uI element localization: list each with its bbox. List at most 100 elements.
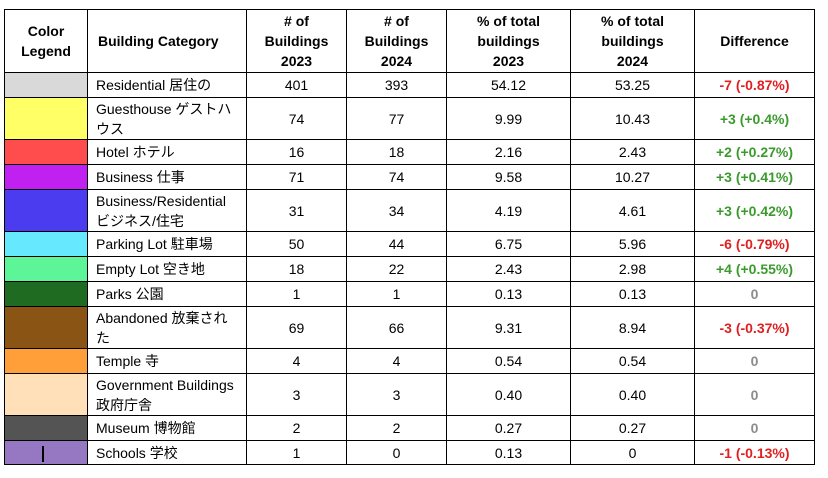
color-swatch [4, 306, 88, 349]
count-2023-cell: 4 [246, 348, 347, 374]
building-category-cell: Parking Lot 駐車場 [87, 231, 247, 257]
percent-2024-cell: 53.25 [570, 72, 695, 98]
count-2023-cell: 71 [246, 164, 347, 190]
difference-cell: 0 [694, 415, 815, 441]
difference-cell: -7 (-0.87%) [694, 72, 815, 98]
table-row: Business/Residential ビジネス/住宅 31 34 4.19 4.61… [4, 189, 815, 232]
header-count-2023: # of Buildings 2023 [246, 9, 347, 73]
difference-cell: -3 (-0.37%) [694, 306, 815, 349]
percent-2023-cell: 54.12 [446, 72, 571, 98]
count-2024-cell: 393 [346, 72, 447, 98]
percent-2023-cell: 6.75 [446, 231, 571, 257]
count-2023-cell: 1 [246, 281, 347, 307]
header-row: Color Legend Building Category # of Buil… [4, 9, 815, 73]
building-category-cell: Business/Residential ビジネス/住宅 [87, 189, 247, 232]
color-swatch [4, 415, 88, 441]
building-category-cell: Hotel ホテル [87, 139, 247, 165]
percent-2023-cell: 2.16 [446, 139, 571, 165]
percent-2023-cell: 0.54 [446, 348, 571, 374]
table-row: Business 仕事 71 74 9.58 10.27 +3 (+0.41%) [4, 164, 815, 190]
color-swatch [4, 440, 88, 465]
difference-cell: -1 (-0.13%) [694, 440, 815, 465]
color-swatch [4, 139, 88, 165]
percent-2024-cell: 2.98 [570, 256, 695, 282]
header-color-legend: Color Legend [4, 9, 88, 73]
table-row: Guesthouse ゲストハウス 74 77 9.99 10.43 +3 (+0.4%) [4, 97, 815, 140]
building-category-cell: Empty Lot 空き地 [87, 256, 247, 282]
percent-2024-cell: 0 [570, 440, 695, 465]
count-2023-cell: 50 [246, 231, 347, 257]
count-2024-cell: 22 [346, 256, 447, 282]
percent-2024-cell: 5.96 [570, 231, 695, 257]
difference-cell: +4 (+0.55%) [694, 256, 815, 282]
color-swatch [4, 97, 88, 140]
count-2024-cell: 44 [346, 231, 447, 257]
building-category-cell: Government Buildings 政府庁舎 [87, 373, 247, 416]
percent-2023-cell: 2.43 [446, 256, 571, 282]
percent-2024-cell: 0.13 [570, 281, 695, 307]
count-2023-cell: 1 [246, 440, 347, 465]
table-row: Hotel ホテル 16 18 2.16 2.43 +2 (+0.27%) [4, 139, 815, 165]
percent-2023-cell: 9.31 [446, 306, 571, 349]
difference-cell: 0 [694, 281, 815, 307]
difference-cell: 0 [694, 348, 815, 374]
count-2023-cell: 2 [246, 415, 347, 441]
count-2024-cell: 4 [346, 348, 447, 374]
percent-2024-cell: 0.40 [570, 373, 695, 416]
percent-2023-cell: 0.13 [446, 440, 571, 465]
count-2024-cell: 34 [346, 189, 447, 232]
color-swatch [4, 189, 88, 232]
building-category-cell: Residential 居住の [87, 72, 247, 98]
percent-2023-cell: 0.40 [446, 373, 571, 416]
building-table: Color Legend Building Category # of Buil… [4, 9, 815, 465]
table-row: Residential 居住の 401 393 54.12 53.25 -7 (-0.87… [4, 72, 815, 98]
color-swatch [4, 164, 88, 190]
building-category-cell: Parks 公園 [87, 281, 247, 307]
difference-cell: +3 (+0.4%) [694, 97, 815, 140]
difference-cell: 0 [694, 373, 815, 416]
percent-2024-cell: 10.27 [570, 164, 695, 190]
percent-2024-cell: 0.54 [570, 348, 695, 374]
header-percent-2023: % of total buildings 2023 [446, 9, 571, 73]
table-row: Parks 公園 1 1 0.13 0.13 0 [4, 281, 815, 307]
building-category-cell: Guesthouse ゲストハウス [87, 97, 247, 140]
count-2023-cell: 16 [246, 139, 347, 165]
building-category-cell: Museum 博物館 [87, 415, 247, 441]
color-swatch [4, 348, 88, 374]
table-row: Schools 学校 1 0 0.13 0 -1 (-0.13%) [4, 440, 815, 465]
count-2023-cell: 18 [246, 256, 347, 282]
count-2024-cell: 0 [346, 440, 447, 465]
count-2023-cell: 74 [246, 97, 347, 140]
percent-2023-cell: 9.99 [446, 97, 571, 140]
count-2023-cell: 31 [246, 189, 347, 232]
count-2024-cell: 1 [346, 281, 447, 307]
count-2024-cell: 3 [346, 373, 447, 416]
table-row: Temple 寺 4 4 0.54 0.54 0 [4, 348, 815, 374]
percent-2023-cell: 0.27 [446, 415, 571, 441]
percent-2024-cell: 0.27 [570, 415, 695, 441]
count-2024-cell: 74 [346, 164, 447, 190]
swatch-mark [42, 446, 44, 462]
percent-2023-cell: 9.58 [446, 164, 571, 190]
color-swatch [4, 72, 88, 98]
percent-2023-cell: 4.19 [446, 189, 571, 232]
difference-cell: +3 (+0.41%) [694, 164, 815, 190]
building-category-cell: Schools 学校 [87, 440, 247, 465]
percent-2024-cell: 2.43 [570, 139, 695, 165]
building-category-cell: Business 仕事 [87, 164, 247, 190]
percent-2023-cell: 0.13 [446, 281, 571, 307]
percent-2024-cell: 8.94 [570, 306, 695, 349]
header-percent-2024: % of total buildings 2024 [570, 9, 695, 73]
header-difference: Difference [694, 9, 815, 73]
header-count-2024: # of Buildings 2024 [346, 9, 447, 73]
count-2023-cell: 3 [246, 373, 347, 416]
difference-cell: -6 (-0.79%) [694, 231, 815, 257]
table-row: Parking Lot 駐車場 50 44 6.75 5.96 -6 (-0.79%) [4, 231, 815, 257]
difference-cell: +3 (+0.42%) [694, 189, 815, 232]
header-building-category: Building Category [87, 9, 247, 73]
building-category-cell: Abandoned 放棄された [87, 306, 247, 349]
count-2024-cell: 66 [346, 306, 447, 349]
table-row: Museum 博物館 2 2 0.27 0.27 0 [4, 415, 815, 441]
count-2023-cell: 401 [246, 72, 347, 98]
color-swatch [4, 281, 88, 307]
